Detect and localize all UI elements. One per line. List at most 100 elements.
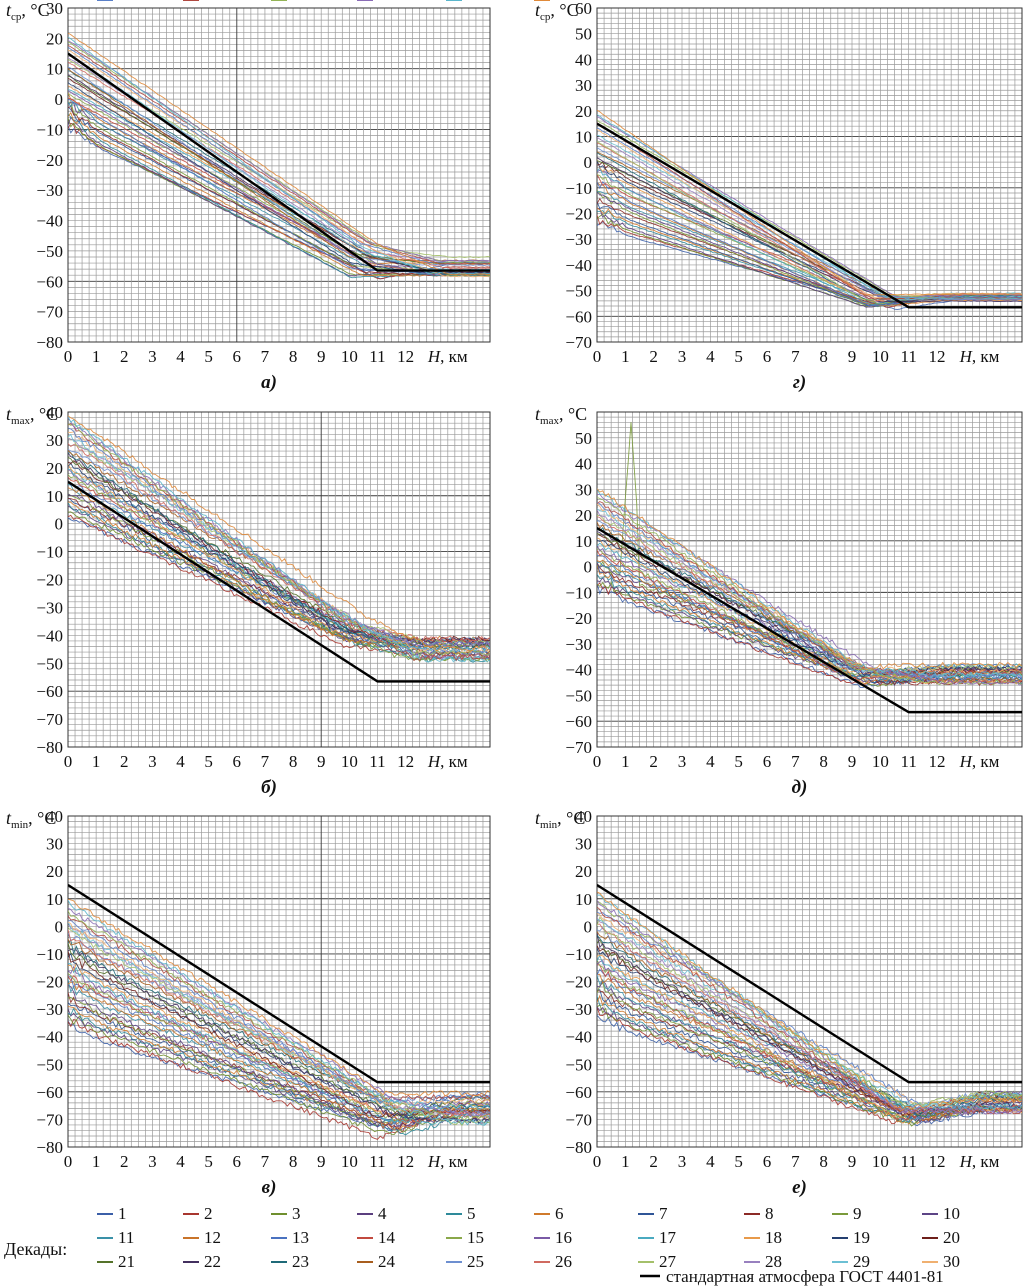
x-tick-label: 6 xyxy=(763,347,772,366)
x-axis-label: H, км xyxy=(427,347,468,366)
x-tick-label: 6 xyxy=(763,752,772,771)
standard-atmosphere-line xyxy=(68,480,490,683)
decade-series-11 xyxy=(68,979,490,1125)
decade-series-31 xyxy=(597,911,1022,1113)
decade-series-33 xyxy=(597,496,1022,686)
x-tick-label: 12 xyxy=(929,1152,946,1171)
decade-series-19 xyxy=(597,539,1022,678)
y-tick-label: 50 xyxy=(575,25,592,44)
decade-series-21 xyxy=(68,456,490,649)
y-tick-label: 0 xyxy=(584,917,593,936)
x-tick-label: 8 xyxy=(289,347,298,366)
x-tick-label: 5 xyxy=(734,1152,743,1171)
x-axis-label-var: H xyxy=(427,347,442,366)
legend-label: 16 xyxy=(555,1228,572,1247)
decade-series-13 xyxy=(68,98,490,274)
decade-series-10 xyxy=(68,984,490,1128)
y-tick-label: 30 xyxy=(46,835,63,854)
legend-item: 28 xyxy=(744,1252,782,1271)
x-tick-label: 4 xyxy=(176,347,185,366)
decade-series-22 xyxy=(597,531,1022,676)
y-tick-label: −80 xyxy=(565,1138,592,1157)
legend-label: 3 xyxy=(292,1204,301,1223)
x-tick-label: 10 xyxy=(872,347,889,366)
panel-letter: г) xyxy=(793,372,806,393)
y-tick-label: 10 xyxy=(575,890,592,909)
standard-atmosphere-line xyxy=(68,883,490,1084)
legend-title: Декады: xyxy=(4,1239,67,1259)
y-axis-label-unit: , °C xyxy=(559,404,587,424)
legend-label: 33 xyxy=(292,0,309,4)
y-axis-label-var: t xyxy=(6,808,12,828)
y-axis-label-sub: min xyxy=(11,819,29,831)
y-tick-label: −10 xyxy=(36,543,63,562)
y-tick-label: −10 xyxy=(565,179,592,198)
y-axis-label: tmax, °C xyxy=(535,404,587,427)
x-tick-label: 7 xyxy=(261,347,270,366)
x-tick-label: 0 xyxy=(64,1152,73,1171)
decade-series-29 xyxy=(68,922,490,1125)
y-tick-label: −40 xyxy=(565,661,592,680)
x-tick-label: 12 xyxy=(397,347,414,366)
decade-series-26 xyxy=(68,61,490,270)
y-axis-label: tср, °C xyxy=(6,0,50,23)
legend-item: 32 xyxy=(183,0,221,4)
decade-series-17 xyxy=(68,963,490,1126)
legend-item: 4 xyxy=(357,1204,387,1223)
y-tick-label: −30 xyxy=(565,230,592,249)
x-tick-label: 3 xyxy=(678,1152,687,1171)
legend-label: 5 xyxy=(467,1204,476,1223)
decade-series-32 xyxy=(597,501,1022,676)
decade-series-31 xyxy=(597,127,1022,299)
decade-series-36 xyxy=(68,898,490,1097)
plot-frame xyxy=(596,815,1023,1148)
series-group xyxy=(597,883,1022,1127)
y-tick-label: 40 xyxy=(46,403,63,422)
y-tick-label: 20 xyxy=(575,506,592,525)
legend-label: 26 xyxy=(555,1252,572,1271)
y-tick-label: 10 xyxy=(46,890,63,909)
y-tick-label: −20 xyxy=(565,973,592,992)
legend-item-standard: стандартная атмосфера ГОСТ 4401-81 xyxy=(640,1267,944,1286)
decade-series-5 xyxy=(68,113,490,279)
x-axis-label: H, км xyxy=(959,1152,1000,1171)
legend-label: 8 xyxy=(765,1204,774,1223)
x-tick-label: 6 xyxy=(233,1152,242,1171)
y-tick-label: −40 xyxy=(36,626,63,645)
legend-label: 11 xyxy=(118,1228,134,1247)
legend-label: 31 xyxy=(118,0,135,4)
x-tick-label: 1 xyxy=(621,1152,630,1171)
legend-item: 36 xyxy=(534,0,572,4)
y-axis-label-sub: ср xyxy=(540,11,551,23)
x-tick-label: 11 xyxy=(369,752,385,771)
y-tick-label: −70 xyxy=(565,1110,592,1129)
y-axis-label-unit: , °C xyxy=(550,0,578,20)
y-tick-label: −60 xyxy=(565,1083,592,1102)
y-tick-label: −50 xyxy=(36,654,63,673)
decade-series-5 xyxy=(68,1007,490,1136)
x-tick-label: 3 xyxy=(148,347,157,366)
y-tick-label: 0 xyxy=(55,917,64,936)
y-tick-label: −80 xyxy=(36,333,63,352)
y-tick-label: −80 xyxy=(36,738,63,757)
y-axis-label-unit: , °C xyxy=(557,808,585,828)
legend-label: 13 xyxy=(292,1228,309,1247)
decade-series-32 xyxy=(68,45,490,265)
x-tick-label: 9 xyxy=(848,752,857,771)
x-tick-label: 0 xyxy=(593,752,602,771)
legend-item: 12 xyxy=(183,1228,221,1247)
legend-item: 27 xyxy=(638,1252,677,1271)
y-tick-label: 10 xyxy=(46,60,63,79)
x-tick-label: 7 xyxy=(261,752,270,771)
y-tick-label: 0 xyxy=(584,153,593,172)
x-tick-label: 4 xyxy=(176,752,185,771)
legend-item: 22 xyxy=(183,1252,221,1271)
x-tick-label: 4 xyxy=(706,1152,715,1171)
y-tick-label: 10 xyxy=(575,127,592,146)
y-tick-label: −40 xyxy=(36,212,63,231)
y-tick-label: 20 xyxy=(46,29,63,48)
panel-letter: в) xyxy=(262,1177,277,1198)
legend-label: 7 xyxy=(659,1204,668,1223)
decade-series-25 xyxy=(68,66,490,267)
legend-item: 6 xyxy=(534,1204,564,1223)
